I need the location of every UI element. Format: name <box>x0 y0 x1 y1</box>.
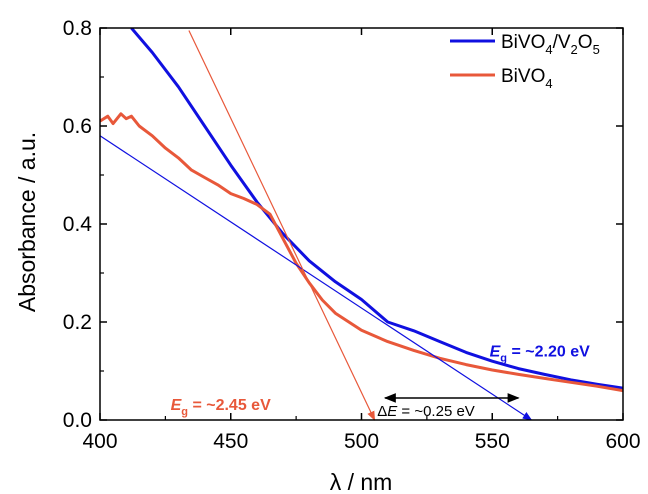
x-tick-label: 500 <box>344 430 379 453</box>
series-line-bivo4-v2o5 <box>130 28 623 390</box>
annotation-eg-bivo4-v2o5: Eg = ~2.20 eV <box>490 343 590 364</box>
ticks: 400 450 500 550 600 0.0 0.2 0.4 0.6 0.8 <box>63 17 641 453</box>
y-tick-label: 0.6 <box>63 115 92 138</box>
tangent-line-bivo4-v2o5 <box>99 135 533 421</box>
y-tick-label: 0.2 <box>63 311 92 334</box>
plot-lines <box>100 28 623 393</box>
y-tick-label: 0.8 <box>63 17 92 40</box>
series-line-bivo4 <box>100 112 623 393</box>
legend-label-bivo4-v2o5: BiVO4/V2O5 <box>501 32 600 57</box>
x-tick-label: 400 <box>82 430 117 453</box>
tangent-line-bivo4 <box>188 30 376 421</box>
annotation-delta-e: ΔE = ~0.25 eV <box>377 403 475 420</box>
annotation-eg-bivo4: Eg = ~2.45 eV <box>171 397 271 418</box>
y-axis-title: Absorbance / a.u. <box>14 132 40 312</box>
x-tick-label: 550 <box>475 430 510 453</box>
y-tick-label: 0.4 <box>63 213 93 236</box>
x-tick-label: 450 <box>213 430 248 453</box>
tangent-lines <box>99 30 533 421</box>
legend: BiVO4/V2O5 BiVO4 <box>450 32 600 91</box>
annotations: Eg = ~2.20 eV Eg = ~2.45 eV ΔE = ~0.25 eV <box>171 343 590 420</box>
x-tick-label: 600 <box>605 430 640 453</box>
x-axis-title: λ / nm <box>330 469 393 494</box>
legend-label-bivo4: BiVO4 <box>501 66 553 91</box>
y-tick-label: 0.0 <box>63 409 92 432</box>
